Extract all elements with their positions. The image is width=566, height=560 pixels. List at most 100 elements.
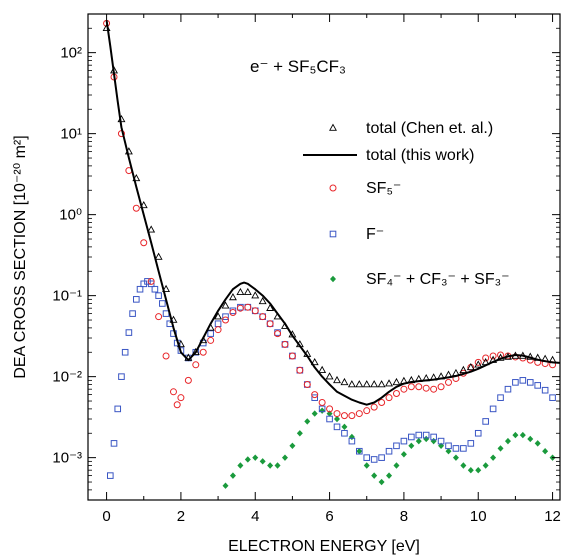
data-point	[534, 440, 541, 447]
plot-frame	[87, 13, 561, 501]
data-point	[318, 405, 326, 413]
legend-label: SF₅⁻	[366, 180, 401, 197]
y-axis-label: DEA CROSS SECTION [10⁻²⁰ m²]	[12, 135, 29, 378]
data-point	[243, 287, 252, 296]
data-point	[363, 454, 371, 461]
series-layer	[102, 19, 560, 489]
data-point	[490, 454, 497, 461]
data-point	[139, 200, 148, 209]
data-point	[222, 313, 229, 320]
data-point	[467, 466, 474, 474]
data-point	[228, 293, 237, 301]
data-point	[393, 442, 400, 450]
legend-label: F⁻	[366, 226, 384, 243]
data-point	[415, 383, 423, 391]
data-point	[136, 285, 144, 293]
data-point	[386, 472, 393, 479]
data-point	[252, 454, 259, 461]
data-point	[378, 454, 385, 461]
legend-swatch-marker	[329, 184, 337, 192]
data-point	[437, 437, 445, 445]
data-point	[259, 313, 267, 321]
data-point	[214, 312, 223, 320]
data-point	[303, 380, 311, 388]
data-point	[452, 445, 460, 452]
data-point	[422, 384, 430, 392]
data-point	[348, 433, 355, 441]
data-point	[347, 380, 356, 388]
data-point	[251, 307, 259, 315]
data-point	[132, 204, 140, 212]
data-point	[333, 423, 341, 431]
data-point	[392, 389, 400, 397]
data-point	[400, 437, 408, 445]
data-point	[348, 412, 356, 420]
data-point	[162, 310, 170, 317]
data-point	[125, 329, 133, 336]
data-point	[348, 437, 356, 445]
y-tick-label: 10¹	[60, 126, 82, 143]
data-point	[415, 431, 423, 439]
data-point	[407, 383, 415, 391]
data-point	[356, 447, 363, 455]
data-point	[519, 377, 527, 384]
data-point	[377, 380, 386, 388]
data-point	[296, 430, 303, 437]
data-point	[151, 285, 159, 293]
data-point	[541, 386, 549, 394]
data-point	[445, 442, 452, 450]
data-point	[311, 394, 319, 401]
data-point	[385, 447, 393, 455]
data-point	[474, 429, 482, 437]
data-point	[341, 423, 348, 431]
data-point	[445, 448, 452, 455]
data-point	[222, 316, 230, 324]
data-point	[430, 385, 438, 393]
data-point	[221, 301, 230, 309]
legend-label: SF₄⁻ + CF₃⁻ + SF₃⁻	[366, 271, 510, 288]
data-point	[318, 398, 326, 406]
legend-label: total (Chen et. al.)	[366, 120, 493, 137]
data-point	[266, 320, 274, 328]
data-point	[504, 385, 512, 393]
y-tick-label: 10⁻¹	[52, 288, 82, 305]
data-point	[340, 412, 348, 420]
data-point	[459, 365, 468, 373]
data-point	[527, 435, 534, 443]
data-point	[114, 405, 122, 413]
data-point	[474, 360, 483, 368]
data-point	[236, 304, 244, 312]
data-point	[147, 277, 155, 285]
data-point	[363, 407, 371, 415]
data-point	[207, 336, 215, 344]
data-point	[118, 373, 125, 380]
x-tick-label: 2	[177, 508, 185, 525]
data-point	[542, 448, 549, 455]
data-point	[311, 410, 318, 417]
data-point	[549, 394, 556, 401]
data-point	[310, 357, 319, 366]
y-tick-label: 10⁻³	[52, 450, 82, 467]
data-point	[236, 287, 245, 296]
data-point	[289, 442, 296, 450]
data-point	[415, 437, 422, 445]
data-point	[385, 394, 393, 402]
data-point	[356, 448, 363, 455]
data-point	[489, 352, 497, 360]
data-point	[355, 410, 363, 418]
data-point	[266, 303, 275, 311]
data-point	[159, 300, 166, 307]
data-point	[378, 478, 385, 486]
data-point	[482, 354, 490, 362]
data-point	[422, 431, 430, 439]
data-point	[362, 380, 371, 388]
data-point	[155, 292, 162, 299]
data-point	[519, 431, 526, 439]
data-point	[177, 394, 185, 402]
data-point	[222, 482, 229, 489]
series-2	[103, 19, 557, 420]
data-point	[191, 347, 200, 356]
data-point	[333, 410, 341, 418]
data-point	[237, 462, 244, 469]
